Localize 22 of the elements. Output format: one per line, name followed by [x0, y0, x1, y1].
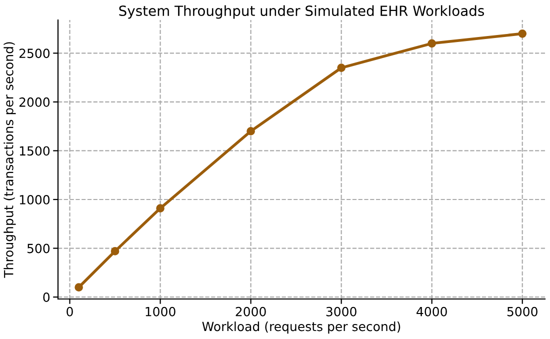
- point: [156, 204, 164, 212]
- y-tick-label: 2500: [19, 48, 50, 58]
- x-tick-label: 5000: [507, 306, 538, 316]
- point: [337, 64, 346, 72]
- x-axis-title: Workload (requests per second): [202, 322, 400, 334]
- x-tick-label: 4000: [416, 306, 447, 316]
- chart-title: System Throughput under Simulated EHR Workloads: [119, 5, 484, 19]
- point: [428, 39, 436, 48]
- x-tick-label: 1000: [146, 306, 176, 316]
- y-tick-label: 0: [43, 292, 50, 302]
- point: [246, 127, 255, 136]
- point: [74, 283, 83, 292]
- x-tick-label: 2000: [236, 306, 266, 316]
- y-tick-label: 2000: [19, 97, 50, 107]
- point: [518, 29, 527, 38]
- y-axis-title: Throughput (transactions per second): [4, 42, 16, 278]
- x-tick-label: 3000: [326, 306, 356, 316]
- point: [110, 247, 120, 256]
- x-tick-label: 0: [66, 306, 73, 316]
- y-tick-label: 1500: [20, 146, 50, 156]
- y-tick-label: 1000: [20, 194, 50, 204]
- y-tick-label: 500: [27, 244, 50, 254]
